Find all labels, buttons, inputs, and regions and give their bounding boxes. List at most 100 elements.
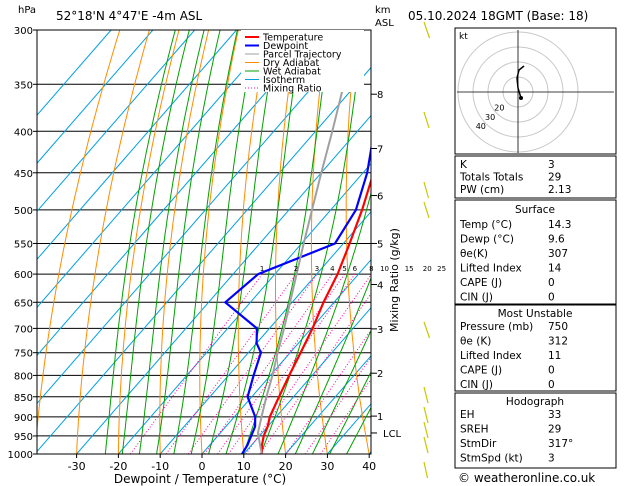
pressure-label: 350 xyxy=(14,80,33,91)
pressure-label: 750 xyxy=(14,349,33,360)
wet-adiabat-line xyxy=(277,190,371,454)
wet-adiabat-line xyxy=(346,406,371,454)
mixing-ratio-label: 3 xyxy=(315,265,319,273)
wind-barb xyxy=(423,181,430,199)
pressure-label: 700 xyxy=(14,324,33,335)
dry-adiabat-line xyxy=(475,0,542,471)
dry-adiabat-line xyxy=(275,30,299,454)
isotherm-line xyxy=(37,66,371,453)
x-tick-label: -20 xyxy=(109,460,127,473)
legend-item: Dewpoint xyxy=(263,41,308,52)
pressure-label: 300 xyxy=(14,26,33,37)
wet-adiabat-line xyxy=(190,30,258,454)
wet-adiabat-line xyxy=(260,30,365,454)
dry-adiabat-line xyxy=(117,30,180,454)
dry-adiabat-line xyxy=(76,30,150,454)
pressure-label: 850 xyxy=(14,393,33,404)
wind-barb xyxy=(423,406,429,424)
dry-adiabat-line xyxy=(159,30,210,454)
km-label: 5 xyxy=(377,239,383,250)
dry-adiabat-line xyxy=(619,0,629,471)
mixing-ratio-label: 2 xyxy=(294,265,298,273)
x-tick-label: 20 xyxy=(279,460,293,473)
plot-frame xyxy=(36,29,372,455)
isotherm-line xyxy=(243,307,371,454)
axes: 1 2 3 4 5 6 8 10 15 20 253003504004505005506006507… xyxy=(8,26,446,473)
wet-adiabat-line xyxy=(138,30,205,454)
wet-adiabat-line xyxy=(121,30,190,454)
mixing-ratio-label: 20 xyxy=(423,265,432,273)
pressure-label: 950 xyxy=(14,432,33,443)
wind-barb xyxy=(423,461,429,479)
mixing-ratio-line xyxy=(204,273,333,454)
dewpoint-line xyxy=(223,143,371,454)
mixing-ratio-line xyxy=(320,378,371,454)
wind-barb xyxy=(423,201,430,219)
km-label: 3 xyxy=(377,325,383,336)
dry-adiabat-line xyxy=(534,0,627,471)
lcl-label: LCL xyxy=(383,429,402,440)
pressure-label: 400 xyxy=(14,127,33,138)
dry-adiabat-line xyxy=(199,30,239,454)
wet-adiabat-line xyxy=(156,30,221,454)
wind-barb xyxy=(423,21,431,39)
location-title: 52°18'N 4°47'E -4m ASL xyxy=(56,9,203,23)
dry-adiabat-line xyxy=(505,0,585,471)
mixing-ratio-label: 1 xyxy=(260,265,264,273)
pressure-label: 450 xyxy=(14,169,33,180)
km-label: km xyxy=(375,5,391,16)
mixing-ratio-line xyxy=(129,273,263,454)
wind-barb xyxy=(423,421,429,439)
isotherm-line xyxy=(76,114,371,454)
parcel-trajectory-line xyxy=(256,30,359,454)
x-tick-label: 0 xyxy=(199,460,206,473)
km-label: 7 xyxy=(377,144,383,155)
legend-item: Wet Adiabat xyxy=(263,67,321,78)
isotherm-line xyxy=(37,30,154,164)
wet-adiabat-line xyxy=(311,329,371,454)
wind-barb xyxy=(423,111,430,129)
isotherm-line xyxy=(37,30,237,261)
pressure-label: 1000 xyxy=(8,450,33,461)
isotherm-line xyxy=(201,258,371,454)
km-label: 4 xyxy=(377,281,383,292)
profile-lines xyxy=(223,30,371,454)
datetime-title: 05.10.2024 18GMT (Base: 18) xyxy=(408,9,588,23)
x-axis-title: Dewpoint / Temperature (°C) xyxy=(114,472,286,486)
isotherm-line xyxy=(37,30,279,309)
temperature-line xyxy=(260,177,371,454)
x-tick-label: 10 xyxy=(237,460,251,473)
wet-adiabat-line xyxy=(208,30,279,454)
legend-item: Mixing Ratio xyxy=(263,84,322,95)
legend-item: Isotherm xyxy=(263,75,305,86)
dry-adiabat-line xyxy=(37,30,121,435)
pressure-label: 500 xyxy=(14,206,33,217)
mixing-ratio-line xyxy=(259,292,371,454)
mixing-ratio-line xyxy=(304,356,371,454)
km-label: 6 xyxy=(377,192,383,203)
wet-adiabat-line xyxy=(104,30,176,454)
mixing-ratio-label: 5 xyxy=(342,265,346,273)
isotherm-line xyxy=(118,162,371,454)
isotherm-line xyxy=(37,30,112,116)
asl-label: ASL xyxy=(375,18,394,29)
isotherm-line xyxy=(37,30,196,213)
legend-item: Temperature xyxy=(262,33,323,44)
wind-barb xyxy=(423,436,429,454)
isotherm-line xyxy=(327,403,371,454)
isotherm-line xyxy=(368,451,371,454)
dry-adiabat-line xyxy=(237,30,269,454)
mixing-ratio-label: 6 xyxy=(353,265,358,273)
pressure-label: 800 xyxy=(14,371,33,382)
legend-item: Parcel Trajectory xyxy=(263,50,342,61)
wet-adiabat-line xyxy=(225,30,304,454)
wet-adiabat-line xyxy=(173,30,238,454)
wind-barb xyxy=(423,321,431,339)
pressure-label: 600 xyxy=(14,270,33,281)
x-tick-label: -30 xyxy=(68,460,86,473)
dry-adiabat-line xyxy=(345,30,370,454)
legend-item: Dry Adiabat xyxy=(263,58,320,69)
dry-adiabat-line xyxy=(562,0,629,471)
wet-adiabat-line xyxy=(242,30,332,454)
dry-adiabat-line xyxy=(590,0,629,471)
